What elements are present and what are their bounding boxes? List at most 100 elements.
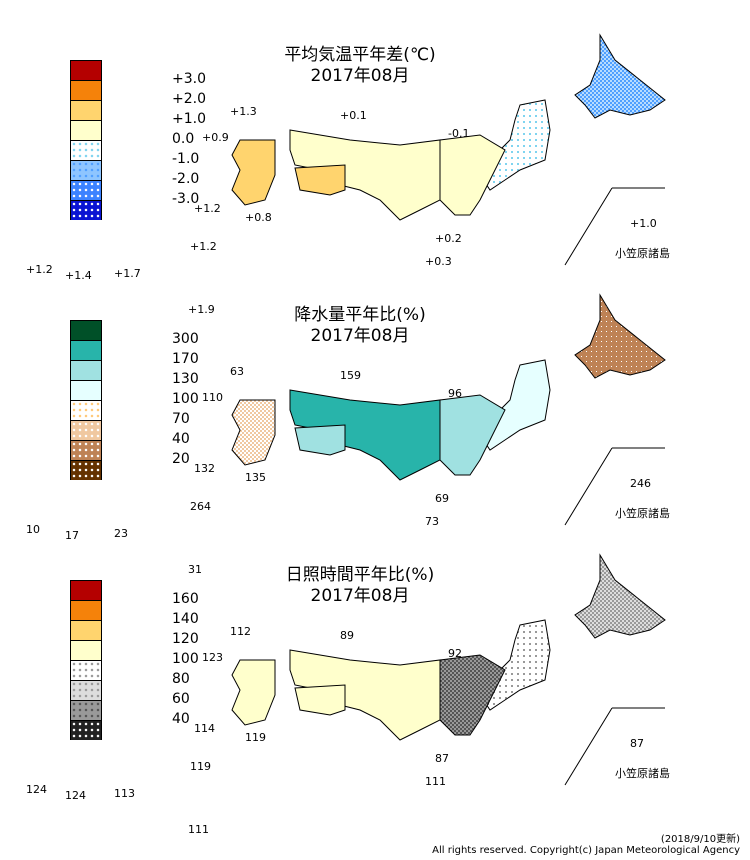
- station-value: 87: [435, 752, 449, 765]
- legend-swatch: [70, 420, 102, 440]
- legend-label: +1.0: [172, 111, 206, 127]
- station-value: 132: [194, 462, 215, 475]
- station-value: 96: [448, 387, 462, 400]
- legend: 160 140 120 100 80 60 40: [70, 580, 199, 740]
- legend: 300 170 130 100 70 40 20: [70, 320, 199, 480]
- station-value: +1.2: [26, 263, 53, 276]
- region-shi: [294, 164, 346, 196]
- station-value: +0.8: [245, 211, 272, 224]
- map-title: 日照時間平年比(%): [285, 565, 435, 585]
- station-value: 111: [425, 775, 446, 788]
- legend-swatch: [70, 60, 102, 80]
- station-value: +0.1: [340, 109, 367, 122]
- legend-label: -3.0: [172, 191, 200, 207]
- legend-swatch: [70, 720, 102, 740]
- station-value: +1.2: [190, 240, 217, 253]
- legend-swatch: [70, 140, 102, 160]
- legend-swatch: [70, 620, 102, 640]
- station-value: 10: [26, 523, 40, 536]
- station-value: 135: [245, 471, 266, 484]
- legend-swatch: [70, 580, 102, 600]
- station-value: 112: [230, 625, 251, 638]
- map-period: 2017年08月: [310, 586, 410, 606]
- region-shi: [294, 424, 346, 456]
- station-value: 110: [202, 391, 223, 404]
- legend-label: 120: [172, 631, 199, 647]
- legend-swatch: [70, 680, 102, 700]
- station-value: 159: [340, 369, 361, 382]
- region-hok: [574, 553, 666, 639]
- legend-swatch: [70, 360, 102, 380]
- legend-label: 300: [172, 331, 199, 347]
- legend-label: 40: [172, 431, 190, 447]
- station-value: 92: [448, 647, 462, 660]
- station-value: 119: [190, 760, 211, 773]
- station-value: 89: [340, 629, 354, 642]
- region-kin: [289, 389, 441, 481]
- legend-swatch: [70, 380, 102, 400]
- station-value: +1.4: [65, 269, 92, 282]
- region-hok: [574, 33, 666, 119]
- station-value: 246: [630, 477, 651, 490]
- legend-swatch: [70, 320, 102, 340]
- ogasawara-label: 小笠原諸島: [615, 507, 670, 520]
- legend-swatch: [70, 640, 102, 660]
- legend-label: 100: [172, 391, 199, 407]
- station-value: -0.1: [448, 127, 470, 140]
- legend-label: 70: [172, 411, 190, 427]
- ogasawara-label: 小笠原諸島: [615, 767, 670, 780]
- legend-label: 80: [172, 671, 190, 687]
- region-shi: [294, 684, 346, 716]
- station-value: 23: [114, 527, 128, 540]
- map-title: 降水量平年比(%): [294, 305, 426, 325]
- legend-swatch: [70, 660, 102, 680]
- region-toh: [479, 619, 551, 711]
- station-value: 114: [194, 722, 215, 735]
- legend-label: -2.0: [172, 171, 200, 187]
- region-kyu: [231, 399, 276, 466]
- legend-label: 100: [172, 651, 199, 667]
- station-value: 264: [190, 500, 211, 513]
- legend-label: 20: [172, 451, 190, 467]
- legend-swatch: [70, 200, 102, 220]
- legend-swatch: [70, 120, 102, 140]
- legend-swatch: [70, 700, 102, 720]
- station-value: 17: [65, 529, 79, 542]
- legend-label: 0.0: [172, 131, 195, 147]
- map-period: 2017年08月: [310, 66, 410, 86]
- legend-label: 40: [172, 711, 190, 727]
- legend-swatch: [70, 440, 102, 460]
- legend-label: +3.0: [172, 71, 206, 87]
- legend-label: 60: [172, 691, 190, 707]
- updated-date: (2018/9/10更新): [660, 834, 740, 845]
- ogasawara-label: 小笠原諸島: [615, 247, 670, 260]
- legend-label: 130: [172, 371, 199, 387]
- legend-label: 170: [172, 351, 199, 367]
- inset-border: [564, 187, 613, 266]
- station-value: +1.0: [630, 217, 657, 230]
- inset-border: [564, 447, 613, 526]
- legend-swatch: [70, 100, 102, 120]
- station-value: 119: [245, 731, 266, 744]
- station-value: 63: [230, 365, 244, 378]
- legend-swatch: [70, 340, 102, 360]
- station-value: 124: [26, 783, 47, 796]
- station-value: 111: [188, 823, 209, 836]
- station-value: 31: [188, 563, 202, 576]
- station-value: 73: [425, 515, 439, 528]
- station-value: +0.3: [425, 255, 452, 268]
- region-kin: [289, 649, 441, 741]
- station-value: +1.2: [194, 202, 221, 215]
- map-title: 平均気温平年差(℃): [284, 45, 436, 65]
- legend-label: +2.0: [172, 91, 206, 107]
- station-value: 123: [202, 651, 223, 664]
- japan-map-1: [231, 33, 666, 266]
- legend: +3.0 +2.0 +1.0 0.0 -1.0 -2.0 -3.0: [70, 60, 206, 220]
- region-kyu: [231, 659, 276, 726]
- station-value: +0.9: [202, 131, 229, 144]
- station-value: +1.9: [188, 303, 215, 316]
- station-value: 124: [65, 789, 86, 802]
- station-value: 87: [630, 737, 644, 750]
- legend-swatch: [70, 180, 102, 200]
